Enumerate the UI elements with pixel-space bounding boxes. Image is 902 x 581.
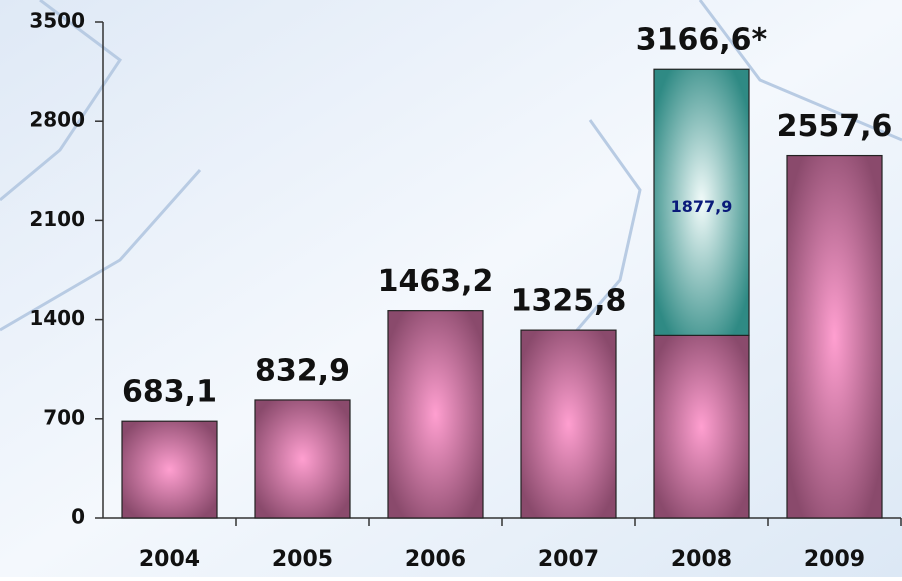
y-tick-label: 700 xyxy=(43,405,85,429)
x-tick-label: 2009 xyxy=(804,547,865,572)
value-label: 2557,6 xyxy=(777,109,893,144)
bar xyxy=(653,334,750,519)
bar xyxy=(653,68,750,336)
value-label: 1325,8 xyxy=(511,284,627,319)
x-tick-label: 2008 xyxy=(671,547,732,572)
value-label: 683,1 xyxy=(122,375,217,410)
x-tick-label: 2006 xyxy=(405,547,466,572)
value-label: 832,9 xyxy=(255,353,350,388)
bar xyxy=(786,154,883,519)
total-label: 3166,6* xyxy=(636,23,768,58)
y-tick-label: 3500 xyxy=(29,9,85,33)
value-label: 1877,9 xyxy=(671,197,733,216)
map-lines xyxy=(0,0,902,351)
x-tick-label: 2004 xyxy=(139,547,200,572)
bar xyxy=(520,329,617,519)
y-tick-label: 2100 xyxy=(29,207,85,231)
bar xyxy=(387,310,484,519)
bar xyxy=(254,399,351,519)
bar xyxy=(121,420,218,519)
value-label: 1463,2 xyxy=(378,264,494,299)
y-tick-label: 1400 xyxy=(29,306,85,330)
x-tick-label: 2007 xyxy=(538,547,599,572)
y-tick-label: 2800 xyxy=(29,108,85,132)
y-tick-label: 0 xyxy=(71,505,85,529)
x-tick-label: 2005 xyxy=(272,547,333,572)
